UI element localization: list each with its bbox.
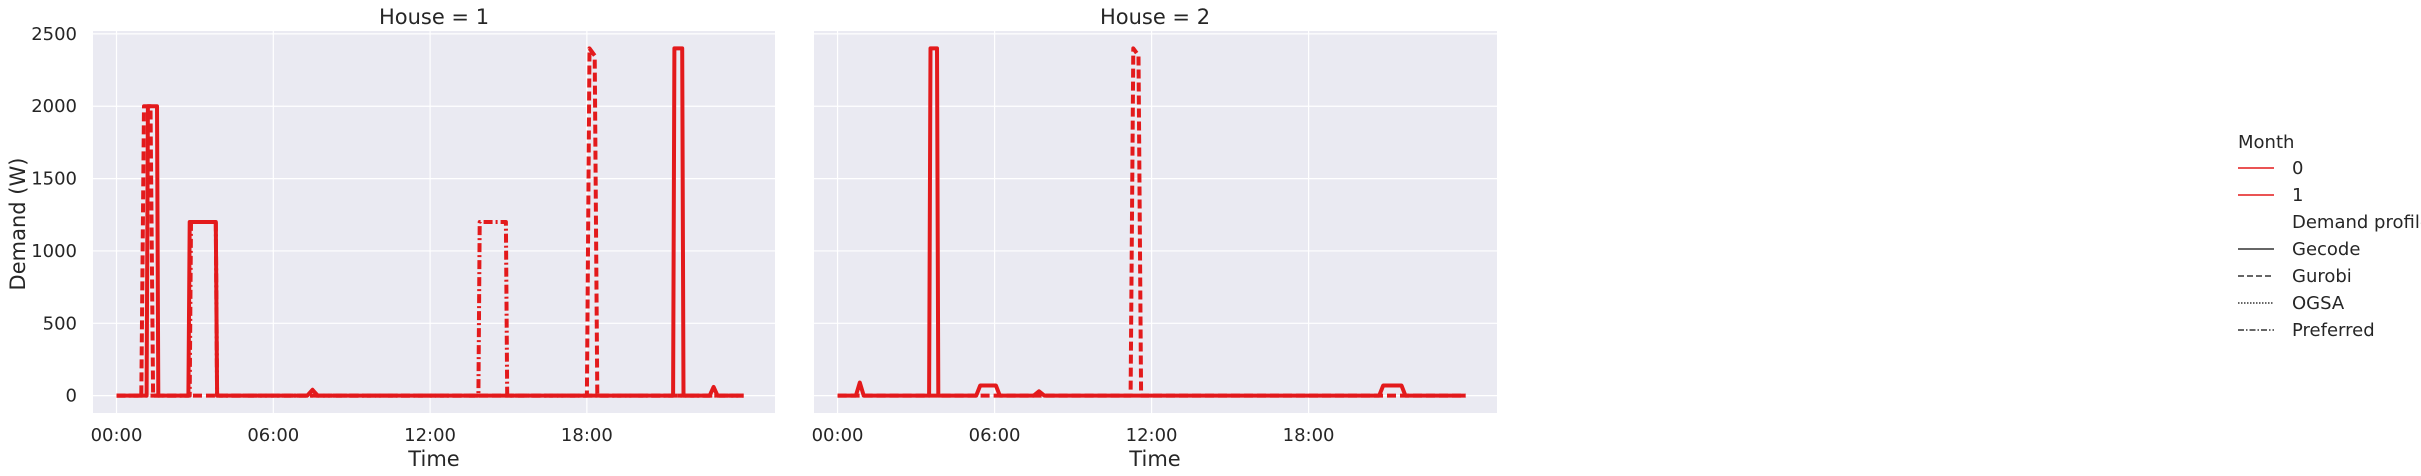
y-tick-labels: 0 500 1000 1500 2000 2500 bbox=[31, 24, 77, 407]
series-line-gurobi bbox=[837, 46, 1466, 398]
x-tick-labels: 00:00 06:00 12:00 18:00 bbox=[91, 425, 613, 446]
y-tick-label: 2000 bbox=[31, 96, 77, 117]
panel-house-2: 00:00 06:00 12:00 18:00 House = 2 Time bbox=[812, 5, 1497, 471]
x-axis-label: Time bbox=[1128, 447, 1180, 471]
x-tick-label: 12:00 bbox=[1126, 425, 1178, 446]
x-axis-label: Time bbox=[407, 447, 459, 471]
legend-hue-label-0: 0 bbox=[2292, 158, 2303, 179]
legend-hue-label-1: 1 bbox=[2292, 185, 2303, 206]
panel-title: House = 1 bbox=[379, 5, 489, 29]
series-line-preferred bbox=[116, 220, 744, 398]
x-tick-labels: 00:00 06:00 12:00 18:00 bbox=[812, 425, 1335, 446]
x-tick-label: 06:00 bbox=[247, 425, 299, 446]
panel-title: House = 2 bbox=[1100, 5, 1210, 29]
legend-hue-title: Month bbox=[2238, 132, 2294, 153]
y-tick-label: 0 bbox=[66, 386, 77, 407]
x-tick-label: 18:00 bbox=[1283, 425, 1335, 446]
y-tick-label: 1000 bbox=[31, 241, 77, 262]
series-lines bbox=[837, 46, 1466, 398]
x-tick-label: 12:00 bbox=[404, 425, 456, 446]
y-tick-label: 500 bbox=[43, 313, 77, 334]
legend-style-label-gecode: Gecode bbox=[2292, 239, 2360, 260]
legend-style-label-gurobi: Gurobi bbox=[2292, 266, 2352, 287]
panel-house-1: 00:00 06:00 12:00 18:00 0 500 1000 1500 2000 250… bbox=[31, 5, 775, 471]
x-tick-label: 06:00 bbox=[969, 425, 1021, 446]
x-tick-label: 00:00 bbox=[812, 425, 864, 446]
series-line-gecode bbox=[837, 46, 1466, 398]
plot-background bbox=[814, 31, 1497, 413]
x-tick-label: 18:00 bbox=[561, 425, 613, 446]
legend-style-label-preferred: Preferred bbox=[2292, 320, 2375, 341]
y-tick-label: 1500 bbox=[31, 169, 77, 190]
legend-style-title: Demand profile bbox=[2292, 212, 2421, 233]
series-lines bbox=[116, 46, 744, 398]
legend-style-label-ogsa: OGSA bbox=[2292, 293, 2345, 314]
x-tick-label: 00:00 bbox=[91, 425, 143, 446]
y-tick-label: 2500 bbox=[31, 24, 77, 45]
y-axis-label: Demand (W) bbox=[6, 158, 30, 291]
legend: Month 0 1 Demand profile Gecode Gurobi O… bbox=[2238, 132, 2421, 341]
